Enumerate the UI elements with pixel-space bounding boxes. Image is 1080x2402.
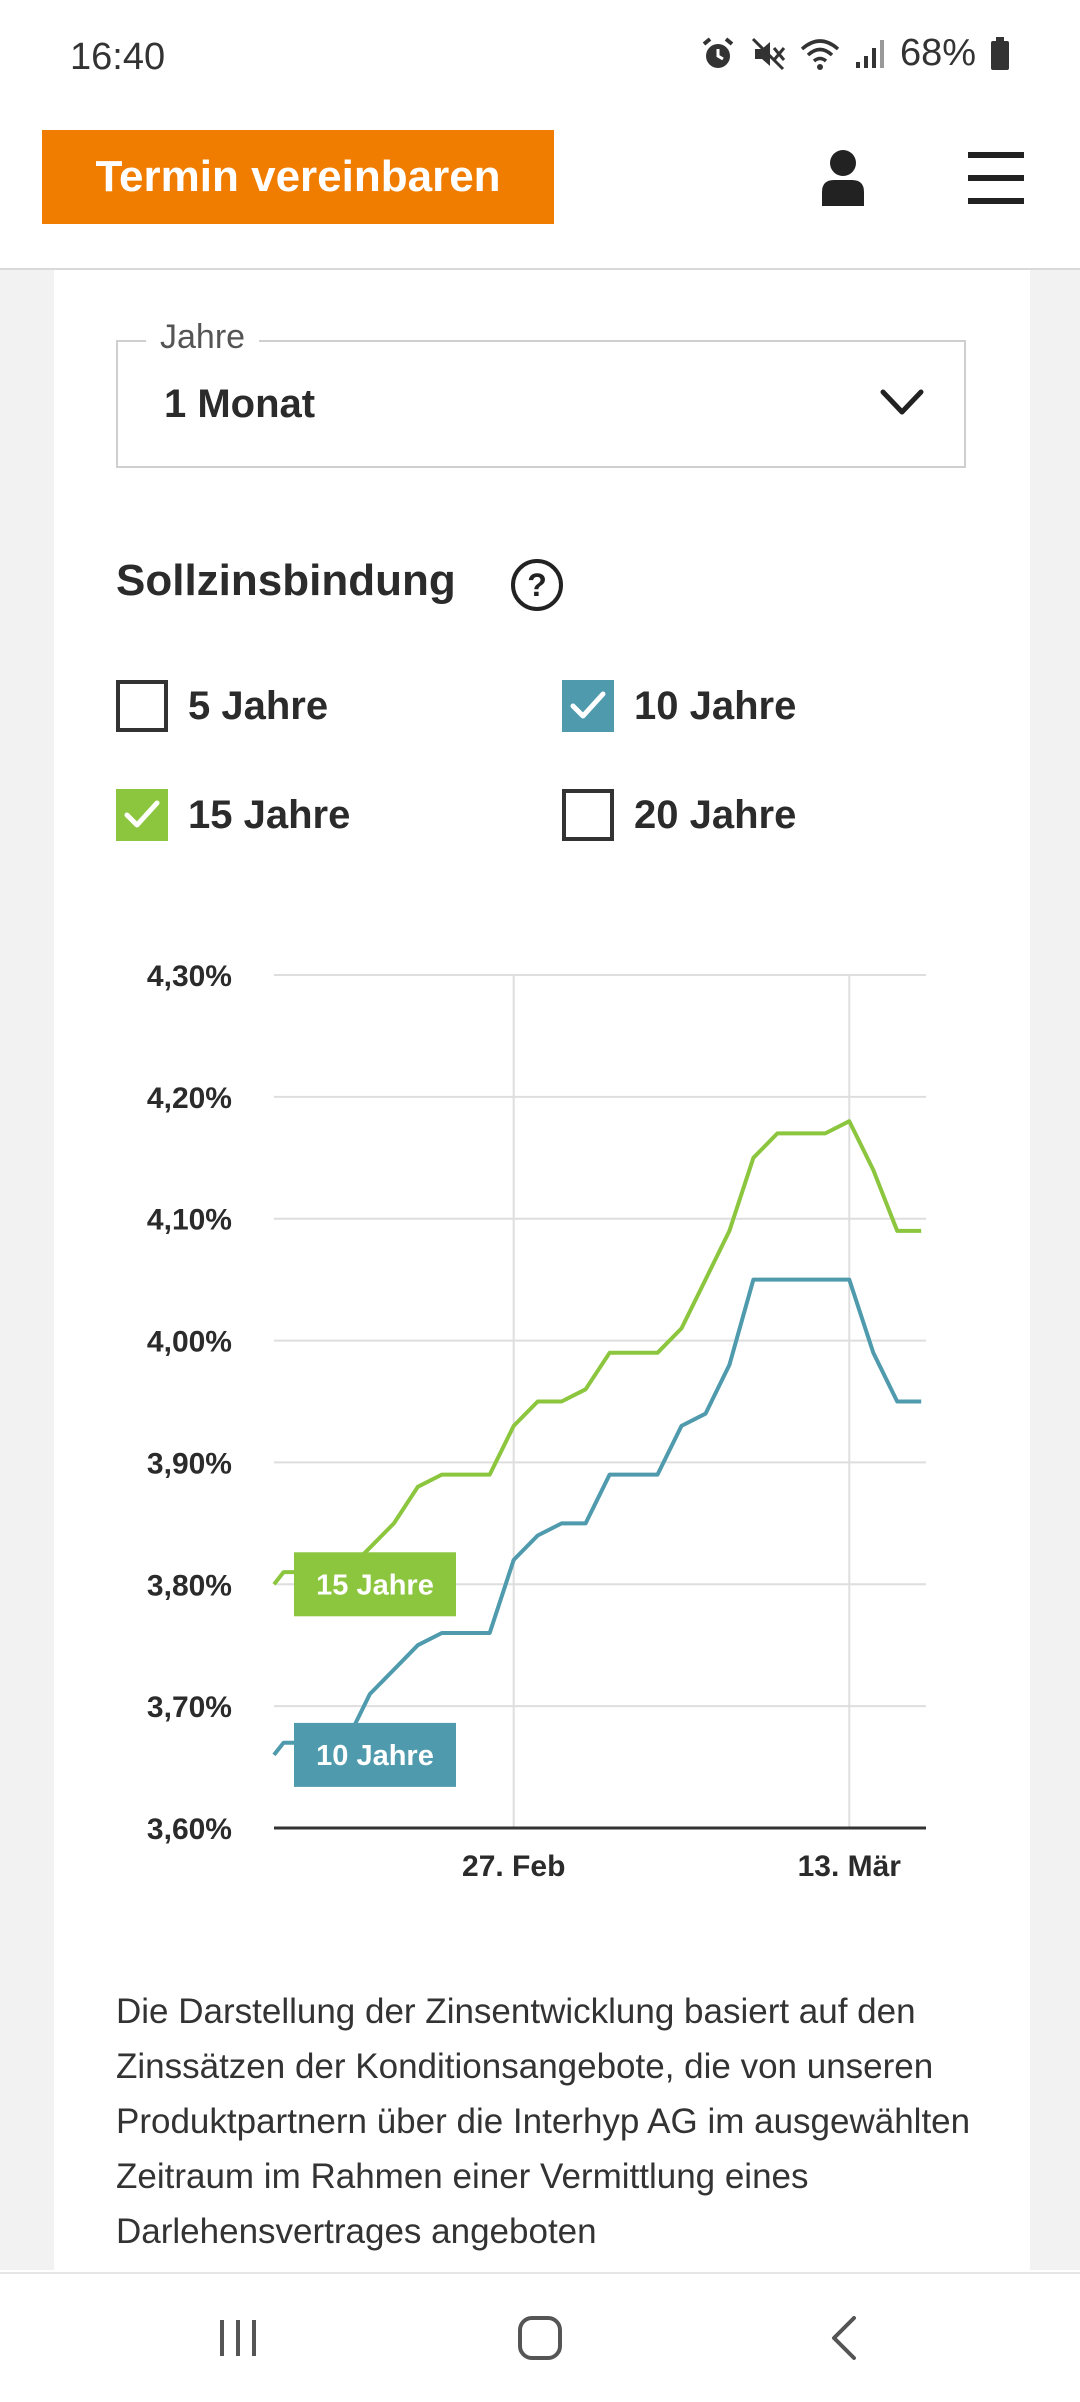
y-tick-label: 4,10% — [147, 1204, 232, 1237]
period-select-label: Jahre — [146, 318, 260, 357]
period-select-value[interactable]: 1 Monat — [164, 382, 316, 426]
checkbox-10-jahre[interactable]: 10 Jahre — [562, 680, 796, 732]
back-icon[interactable] — [826, 2314, 862, 2362]
checkbox-5-jahre-label: 5 Jahre — [188, 683, 329, 728]
signal-icon — [855, 39, 884, 68]
checkbox-10-jahre-label: 10 Jahre — [634, 683, 797, 728]
checkbox-15-jahre-box[interactable] — [116, 789, 168, 841]
y-tick-label: 3,90% — [147, 1447, 232, 1480]
status-bar: 16:40 68% — [0, 0, 1080, 110]
home-icon[interactable] — [516, 2314, 564, 2362]
series-line-15-jahre — [272, 1119, 922, 1586]
x-tick-label: 13. Mär — [798, 1850, 902, 1883]
help-icon[interactable]: ? — [510, 558, 564, 612]
recents-icon[interactable] — [216, 2316, 260, 2360]
checkbox-15-jahre-label: 15 Jahre — [188, 792, 351, 837]
battery-icon — [991, 36, 1009, 70]
check-icon — [124, 800, 160, 828]
period-select[interactable] — [116, 340, 966, 468]
hamburger-menu-icon[interactable] — [968, 152, 1024, 204]
checkbox-5-jahre[interactable]: 5 Jahre — [116, 680, 328, 732]
mute-icon — [751, 37, 786, 70]
interest-rate-chart: 4,30% 4,20% 4,10% 4,00% 3,90% 3,80% 3,70% 3,60%… — [147, 960, 926, 1883]
chart-description: Die Darstellung der Zinsentwicklung basi… — [116, 1992, 971, 2251]
y-tick-label: 3,70% — [147, 1691, 232, 1724]
y-tick-label: 4,20% — [147, 1082, 232, 1115]
series-label-box-10-jahre — [294, 1722, 456, 1787]
check-icon — [570, 691, 606, 719]
status-time: 16:40 — [70, 36, 166, 78]
wifi-icon — [800, 38, 840, 70]
series-label-box-15-jahre — [294, 1552, 456, 1617]
app-header: Termin vereinbaren — [0, 110, 1080, 270]
checkbox-20-jahre-label: 20 Jahre — [634, 792, 797, 837]
series-label-15-jahre: 15 Jahre — [316, 1569, 434, 1601]
alarm-icon — [702, 36, 734, 68]
y-tick-label: 3,60% — [147, 1813, 232, 1846]
y-tick-label: 4,00% — [147, 1326, 232, 1359]
book-appointment-button[interactable]: Termin vereinbaren — [42, 130, 554, 224]
user-icon[interactable] — [820, 148, 866, 206]
svg-text:?: ? — [527, 567, 547, 603]
checkbox-15-jahre[interactable]: 15 Jahre — [116, 789, 350, 841]
series-label-10-jahre: 10 Jahre — [316, 1740, 434, 1772]
checkbox-20-jahre-box[interactable] — [562, 789, 614, 841]
fixed-rate-title: Sollzinsbindung — [116, 556, 456, 605]
content-card — [54, 270, 1030, 2270]
checkbox-5-jahre-box[interactable] — [116, 680, 168, 732]
y-tick-label: 3,80% — [147, 1569, 232, 1602]
chevron-down-icon[interactable] — [880, 388, 924, 418]
x-tick-label: 27. Feb — [462, 1850, 565, 1883]
checkbox-20-jahre[interactable]: 20 Jahre — [562, 789, 796, 841]
y-tick-label: 4,30% — [147, 960, 232, 993]
system-nav-bar — [0, 2272, 1080, 2402]
checkbox-10-jahre-box[interactable] — [562, 680, 614, 732]
series-line-10-jahre — [272, 1277, 922, 1757]
status-icons: 68% — [700, 32, 1010, 75]
battery-percent: 68% — [899, 32, 976, 74]
